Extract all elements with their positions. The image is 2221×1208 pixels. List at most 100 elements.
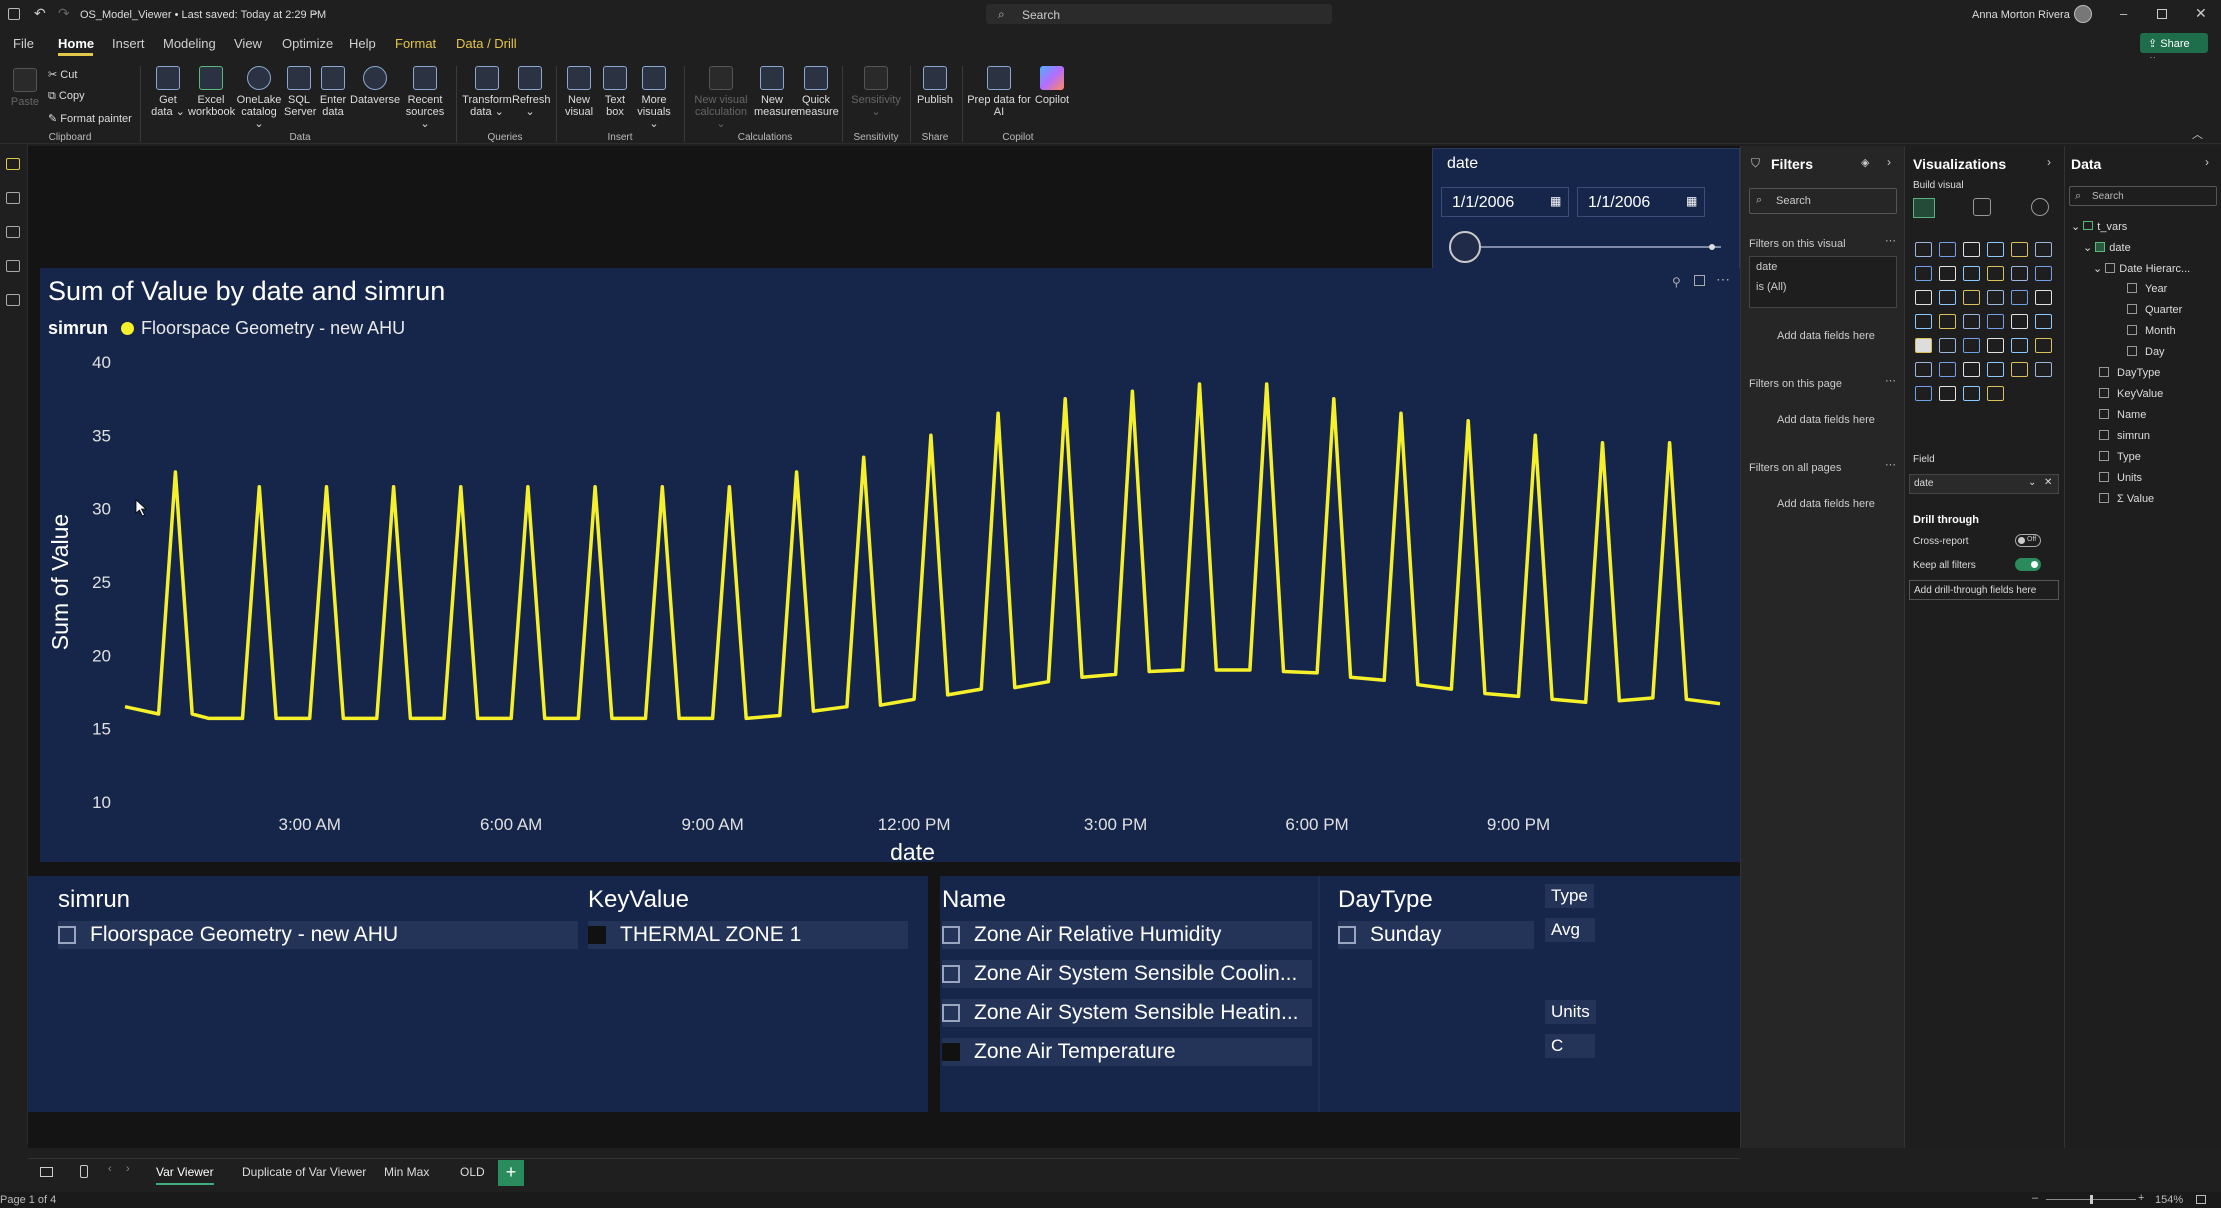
chevron-down-icon[interactable]: ⌄ — [2028, 477, 2037, 488]
visual-type-icon[interactable] — [1963, 314, 1980, 329]
date-hierarchy[interactable]: ⌄ Date Hierarc... — [2093, 263, 2191, 275]
new-visual-calculation-button[interactable]: New visual calculation ⌄ — [690, 66, 752, 130]
dax-query-icon[interactable] — [6, 260, 20, 272]
hierarchy-level[interactable]: Month — [2127, 325, 2176, 337]
collapse-pane-icon[interactable]: › — [2205, 155, 2209, 169]
checkbox[interactable] — [2099, 493, 2109, 503]
new-measure-button[interactable]: New measure — [754, 66, 797, 118]
visual-type-icon[interactable] — [1963, 338, 1980, 353]
paste-button[interactable]: Paste — [8, 68, 42, 108]
quick-measure-button[interactable]: Quick measure — [796, 66, 839, 118]
field-item[interactable]: KeyValue — [2099, 388, 2163, 400]
chevron-right-icon[interactable]: › — [126, 1163, 130, 1175]
undo-icon[interactable]: ↶ — [34, 5, 46, 21]
menu-insert[interactable]: Insert — [112, 36, 145, 51]
menu-home[interactable]: Home — [58, 36, 95, 51]
checkbox[interactable] — [2127, 283, 2137, 293]
visual-type-icon[interactable] — [2011, 290, 2028, 305]
text-box-button[interactable]: Text box — [600, 66, 630, 118]
date-range-handle-start[interactable] — [1449, 231, 1481, 263]
new-visual-button[interactable]: New visual — [564, 66, 594, 118]
zoom-out-icon[interactable]: – — [2032, 1192, 2039, 1204]
checkbox[interactable] — [2099, 430, 2109, 440]
visual-type-icon[interactable] — [1963, 290, 1980, 305]
visual-type-icon[interactable] — [1987, 242, 2004, 257]
refresh-button[interactable]: Refresh ⌄ — [512, 66, 551, 118]
menu-optimize[interactable]: Optimize — [282, 36, 334, 51]
visual-type-icon[interactable] — [1915, 314, 1932, 329]
get-data-button[interactable]: Get data ⌄ — [150, 66, 186, 118]
more-options-icon[interactable]: ⋯ — [1885, 375, 1896, 387]
field-date[interactable]: ⌄ date — [2083, 242, 2131, 254]
add-visual-filter-field[interactable]: Add data fields here — [1777, 330, 1875, 342]
visual-type-icon[interactable] — [2035, 266, 2052, 281]
dataverse-button[interactable]: Dataverse — [350, 66, 400, 106]
menu-modeling[interactable]: Modeling — [163, 36, 216, 51]
checkbox[interactable] — [2099, 367, 2109, 377]
cut-button[interactable]: ✂ Cut — [48, 68, 77, 81]
field-item[interactable]: DayType — [2099, 367, 2160, 379]
visual-type-icon[interactable] — [1963, 266, 1980, 281]
checkbox[interactable] — [942, 1043, 960, 1061]
zoom-in-icon[interactable]: + — [2138, 1192, 2145, 1204]
visual-type-icon[interactable] — [1915, 266, 1932, 281]
tmdl-view-icon[interactable] — [6, 294, 20, 306]
close-icon[interactable]: ✕ — [2195, 5, 2207, 21]
file-title[interactable]: OS_Model_Viewer • Last saved: Today at 2… — [80, 9, 327, 21]
simrun-option[interactable]: Floorspace Geometry - new AHU — [58, 921, 578, 949]
field-item[interactable]: simrun — [2099, 430, 2150, 442]
menu-help[interactable]: Help — [349, 36, 376, 51]
add-report-filter-field[interactable]: Add data fields here — [1777, 498, 1875, 510]
menu-view[interactable]: View — [234, 36, 262, 51]
add-page-button[interactable]: + — [498, 1160, 524, 1186]
field-item[interactable]: Name — [2099, 409, 2146, 421]
visual-type-icon[interactable] — [1939, 338, 1956, 353]
visual-type-icon[interactable] — [2035, 290, 2052, 305]
visual-type-icon[interactable] — [1915, 242, 1932, 257]
tab-old[interactable]: OLD — [460, 1165, 485, 1179]
minimize-icon[interactable]: – — [2120, 6, 2128, 21]
focus-mode-icon[interactable] — [1694, 275, 1705, 286]
visual-type-icon[interactable] — [1963, 242, 1980, 257]
filters-search-input[interactable]: ⌕ Search — [1749, 188, 1897, 214]
zoom-thumb[interactable] — [2090, 1195, 2093, 1204]
more-options-icon[interactable]: ⋯ — [1885, 235, 1896, 247]
visual-type-icon[interactable] — [2011, 266, 2028, 281]
end-date-input[interactable]: 1/1/2006 ▦ — [1577, 187, 1705, 217]
menu-format[interactable]: Format — [395, 36, 437, 51]
remove-field-icon[interactable]: ✕ — [2044, 477, 2053, 488]
mobile-layout-icon[interactable] — [80, 1165, 88, 1178]
line-chart-visual[interactable]: Sum of Value by date and simrun simrun F… — [40, 268, 1740, 862]
collapse-ribbon-icon[interactable]: ︿ — [2192, 129, 2203, 141]
hierarchy-level[interactable]: Quarter — [2127, 304, 2182, 316]
visual-type-icon[interactable] — [1987, 386, 2004, 401]
date-slicer[interactable]: date 1/1/2006 ▦ 1/1/2006 ▦ — [1432, 148, 1740, 270]
visual-type-icon[interactable] — [1987, 314, 2004, 329]
field-item[interactable]: Units — [2099, 472, 2142, 484]
tab-duplicate-var-viewer[interactable]: Duplicate of Var Viewer — [242, 1165, 367, 1179]
table-t-vars[interactable]: ⌄ t_vars — [2071, 221, 2128, 233]
excel-workbook-button[interactable]: Excel workbook — [188, 66, 235, 118]
start-date-input[interactable]: 1/1/2006 ▦ — [1441, 187, 1569, 217]
checkbox[interactable] — [942, 965, 960, 983]
tab-var-viewer[interactable]: Var Viewer — [156, 1165, 214, 1185]
visual-type-icon[interactable] — [1987, 266, 2004, 281]
checkbox[interactable] — [58, 926, 76, 944]
checkbox[interactable] — [2099, 388, 2109, 398]
global-search[interactable]: ⌕ Search — [986, 4, 1332, 24]
copy-button[interactable]: ⧉ Copy — [48, 90, 85, 103]
collapse-pane-icon[interactable]: › — [1887, 155, 1891, 169]
recent-sources-button[interactable]: Recent sources ⌄ — [402, 66, 448, 130]
redo-icon[interactable]: ↷ — [58, 5, 70, 21]
name-option[interactable]: Zone Air Temperature — [942, 1038, 1312, 1066]
visual-type-icon[interactable] — [1939, 266, 1956, 281]
visual-type-icon[interactable] — [2035, 314, 2052, 329]
filter-icon[interactable]: ⚲ — [1672, 275, 1681, 289]
date-filter-card[interactable]: date is (All) — [1749, 256, 1897, 308]
avatar[interactable] — [2074, 5, 2092, 23]
name-option[interactable]: Zone Air System Sensible Coolin... — [942, 960, 1312, 988]
menu-data-drill[interactable]: Data / Drill — [456, 36, 517, 51]
visual-type-icon[interactable] — [2035, 362, 2052, 377]
collapse-pane-icon[interactable]: › — [2047, 155, 2051, 169]
visual-type-icon[interactable] — [1963, 362, 1980, 377]
